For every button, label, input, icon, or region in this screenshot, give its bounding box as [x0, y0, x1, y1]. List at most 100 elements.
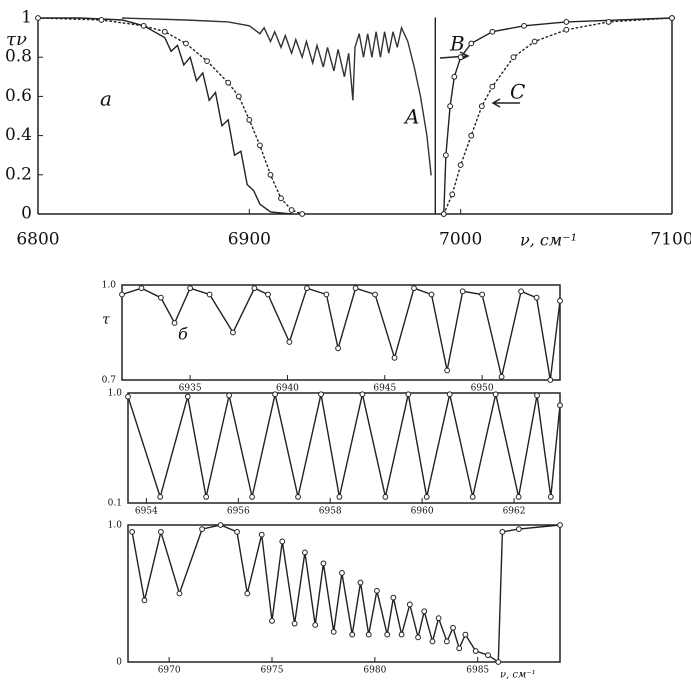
x-tick-label: 6958: [319, 507, 342, 517]
y-tick-label: 0.1: [108, 499, 122, 509]
marker: [299, 211, 306, 217]
marker: [444, 367, 450, 374]
marker: [557, 402, 563, 409]
x-tick-label: 6900: [228, 230, 271, 250]
marker: [510, 54, 517, 61]
marker: [605, 19, 612, 25]
marker: [456, 645, 463, 652]
marker: [157, 493, 164, 500]
marker: [183, 40, 189, 47]
x-tick-label: 6962: [503, 507, 526, 517]
y-tick-label: 0: [21, 204, 32, 224]
marker: [451, 73, 458, 80]
marker: [534, 392, 540, 399]
frame: [127, 392, 561, 504]
marker: [141, 597, 148, 604]
marker: [244, 590, 251, 597]
marker: [217, 522, 224, 528]
marker: [472, 648, 479, 654]
series-line: [37, 17, 293, 215]
marker: [125, 393, 131, 400]
x-tick-label: 6945: [373, 384, 396, 394]
marker: [459, 288, 466, 295]
annotation: C: [510, 80, 525, 104]
marker: [138, 285, 145, 292]
marker: [257, 142, 263, 149]
x-tick-label: 6960: [411, 507, 434, 517]
annotation: a: [100, 87, 112, 111]
marker: [230, 329, 236, 336]
marker: [384, 631, 391, 638]
y-tick-label: 0.6: [5, 86, 32, 106]
marker: [515, 526, 522, 533]
x-tick-label: 6970: [158, 666, 181, 676]
marker: [267, 171, 274, 178]
x-tick-label: 6975: [261, 666, 284, 676]
marker: [352, 285, 359, 292]
y-tick-label: 0.2: [5, 164, 32, 184]
marker: [457, 54, 464, 61]
marker: [119, 291, 125, 298]
y-tick-label: 1.0: [108, 389, 123, 399]
marker: [312, 622, 319, 628]
marker: [423, 493, 430, 500]
marker: [265, 291, 271, 298]
x-tick-label: 6950: [471, 384, 494, 394]
y-axis-label: τ: [102, 312, 110, 328]
y-tick-label: 1.0: [102, 281, 117, 291]
x-tick-label: 6956: [227, 507, 250, 517]
marker: [411, 285, 417, 292]
series-line: [121, 287, 561, 381]
x-tick-label: 6800: [16, 230, 59, 250]
marker: [518, 288, 524, 295]
marker: [435, 615, 442, 622]
x-tick-label: 6954: [135, 507, 158, 517]
marker: [339, 570, 345, 576]
marker: [304, 285, 310, 292]
marker: [469, 493, 476, 500]
series-line: [131, 524, 561, 664]
marker: [336, 493, 343, 500]
marker: [158, 294, 164, 301]
y-tick-label: 1.0: [108, 521, 123, 531]
marker: [335, 345, 341, 352]
marker: [521, 22, 527, 29]
marker: [398, 631, 405, 638]
marker: [357, 579, 364, 586]
marker: [429, 638, 436, 645]
marker: [468, 40, 475, 47]
x-tick-label: 6940: [276, 384, 299, 394]
marker: [320, 560, 327, 567]
marker: [349, 631, 356, 638]
marker: [405, 391, 412, 398]
x-tick-label: 6980: [363, 666, 386, 676]
marker: [187, 285, 194, 292]
series-line: [37, 17, 303, 215]
x-tick-label: 7100: [650, 230, 691, 250]
series-line: [127, 394, 561, 500]
marker: [272, 391, 278, 398]
marker: [330, 628, 337, 635]
marker: [234, 528, 240, 535]
marker: [462, 631, 469, 638]
marker: [291, 620, 298, 627]
annotation: б: [178, 325, 188, 344]
marker: [365, 631, 372, 638]
marker: [406, 601, 413, 608]
frame: [127, 524, 561, 663]
marker: [269, 618, 275, 624]
marker: [323, 291, 330, 298]
x-axis-label: ν, см⁻¹: [520, 231, 577, 250]
y-axis-label: τν: [6, 29, 27, 50]
x-axis-label: ν, см⁻¹: [500, 670, 536, 681]
marker: [669, 15, 675, 21]
series-line: [121, 17, 432, 176]
marker: [563, 19, 570, 25]
marker: [382, 493, 389, 500]
marker: [203, 493, 210, 500]
marker: [547, 377, 554, 383]
marker: [489, 83, 496, 90]
marker: [446, 391, 453, 398]
marker: [415, 634, 421, 641]
